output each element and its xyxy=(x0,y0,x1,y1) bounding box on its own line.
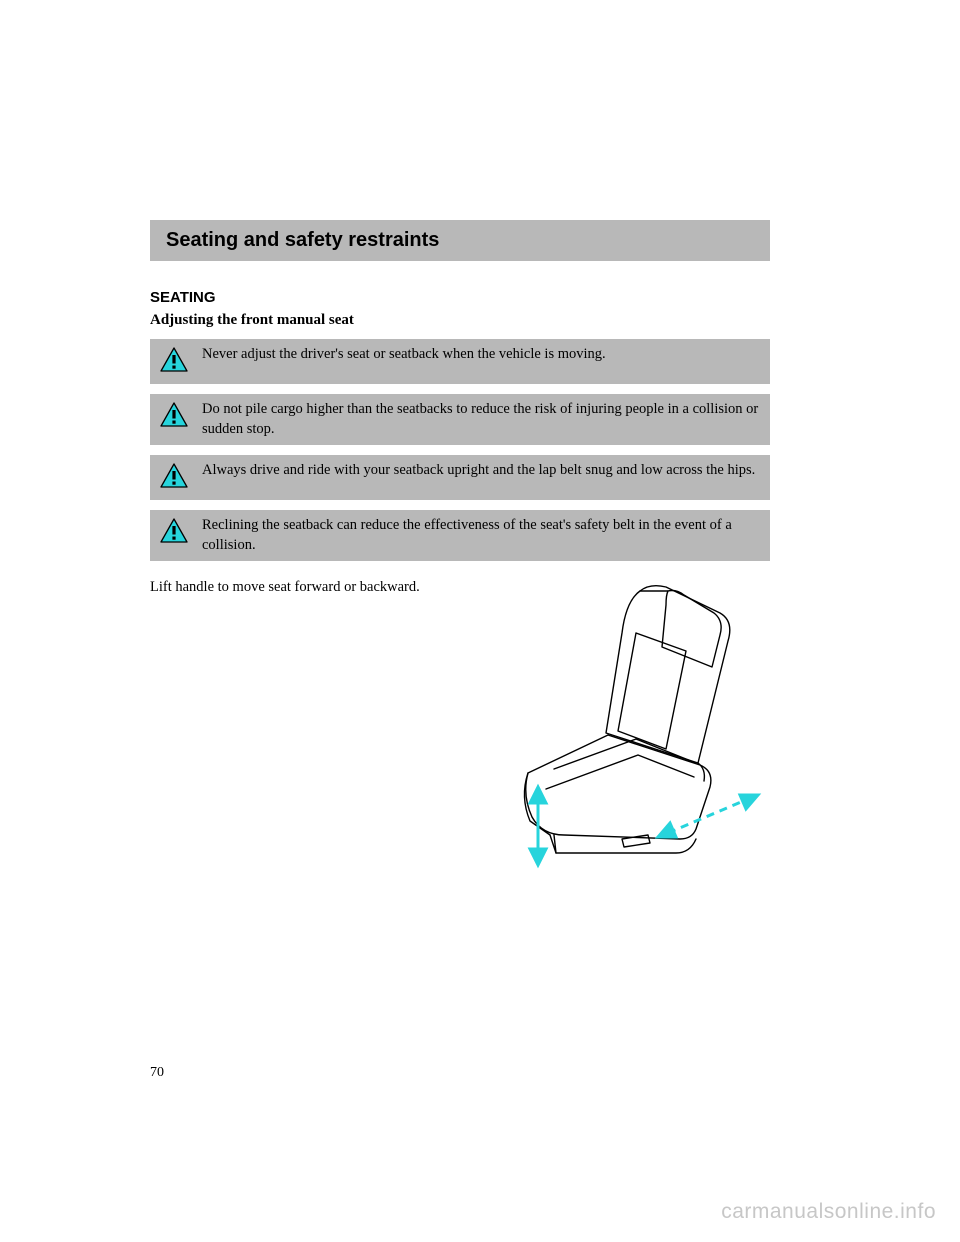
warning-text: Always drive and ride with your seatback… xyxy=(202,461,755,481)
warning-icon xyxy=(160,463,188,494)
warning-text: Reclining the seatback can reduce the ef… xyxy=(202,516,760,555)
warnings-list: Never adjust the driver's seat or seatba… xyxy=(150,339,770,561)
warning-icon xyxy=(160,347,188,378)
warning-box: Never adjust the driver's seat or seatba… xyxy=(150,339,770,384)
seat-diagram xyxy=(490,577,770,882)
warning-icon xyxy=(160,402,188,433)
warning-box: Do not pile cargo higher than the seatba… xyxy=(150,394,770,445)
section-subheading: Adjusting the front manual seat xyxy=(150,312,770,329)
warning-text: Never adjust the driver's seat or seatba… xyxy=(202,345,606,365)
section-heading: SEATING xyxy=(150,289,770,306)
watermark: carmanualsonline.info xyxy=(721,1200,936,1224)
chapter-title: Seating and safety restraints xyxy=(166,229,754,252)
warning-text: Do not pile cargo higher than the seatba… xyxy=(202,400,760,439)
warning-box: Always drive and ride with your seatback… xyxy=(150,455,770,500)
page-number: 70 xyxy=(150,1065,164,1081)
body-paragraph: Lift handle to move seat forward or back… xyxy=(150,577,472,597)
warning-icon xyxy=(160,518,188,549)
warning-box: Reclining the seatback can reduce the ef… xyxy=(150,510,770,561)
chapter-header: Seating and safety restraints xyxy=(150,220,770,261)
